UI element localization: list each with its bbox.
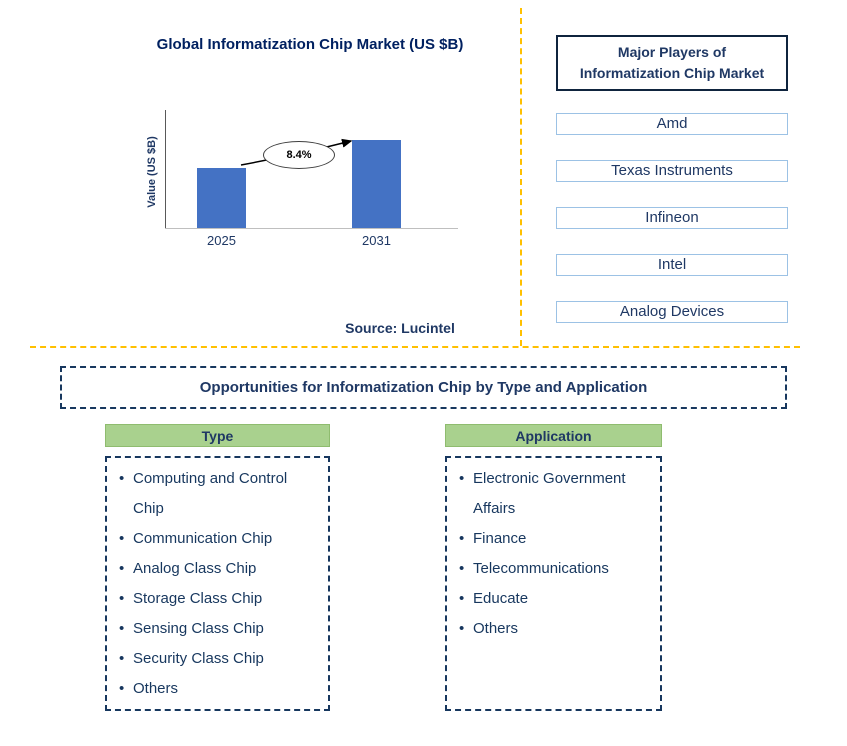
- y-axis-line: [165, 110, 166, 229]
- bar-2025: [197, 168, 246, 228]
- list-item: Computing and Control Chip: [117, 464, 318, 524]
- horizontal-divider: [30, 346, 800, 348]
- player-item: Intel: [556, 254, 788, 276]
- bar-chart: 8.4% 2025 2031: [165, 110, 458, 248]
- growth-rate-badge: 8.4%: [263, 141, 335, 169]
- list-item: Finance: [457, 524, 650, 554]
- list-item: Sensing Class Chip: [117, 614, 318, 644]
- major-players-list: Amd Texas Instruments Infineon Intel Ana…: [556, 113, 788, 348]
- x-axis-line: [165, 228, 458, 229]
- list-item: Telecommunications: [457, 554, 650, 584]
- growth-arrow-icon: [240, 138, 353, 166]
- x-tick-2025: 2025: [207, 233, 236, 248]
- x-tick-2031: 2031: [362, 233, 391, 248]
- major-players-title: Major Players of Informatization Chip Ma…: [556, 35, 788, 91]
- growth-rate-value: 8.4%: [286, 149, 312, 161]
- list-item: Electronic Government Affairs: [457, 464, 650, 524]
- list-item: Communication Chip: [117, 524, 318, 554]
- type-column-list: Computing and Control Chip Communication…: [105, 456, 330, 711]
- source-label: Source: Lucintel: [345, 320, 455, 336]
- player-item: Infineon: [556, 207, 788, 229]
- bar-2031: [352, 140, 401, 228]
- list-item: Others: [457, 614, 650, 644]
- list-item: Security Class Chip: [117, 644, 318, 674]
- y-axis-label: Value (US $B): [146, 136, 158, 208]
- player-item: Amd: [556, 113, 788, 135]
- player-item: Texas Instruments: [556, 160, 788, 182]
- player-item: Analog Devices: [556, 301, 788, 323]
- application-column-header: Application: [445, 424, 662, 447]
- vertical-divider: [520, 8, 522, 346]
- application-column-list: Electronic Government Affairs Finance Te…: [445, 456, 662, 711]
- opportunities-title: Opportunities for Informatization Chip b…: [60, 366, 787, 409]
- list-item: Storage Class Chip: [117, 584, 318, 614]
- list-item: Analog Class Chip: [117, 554, 318, 584]
- list-item: Educate: [457, 584, 650, 614]
- type-column-header: Type: [105, 424, 330, 447]
- chart-title: Global Informatization Chip Market (US $…: [156, 36, 464, 53]
- list-item: Others: [117, 674, 318, 704]
